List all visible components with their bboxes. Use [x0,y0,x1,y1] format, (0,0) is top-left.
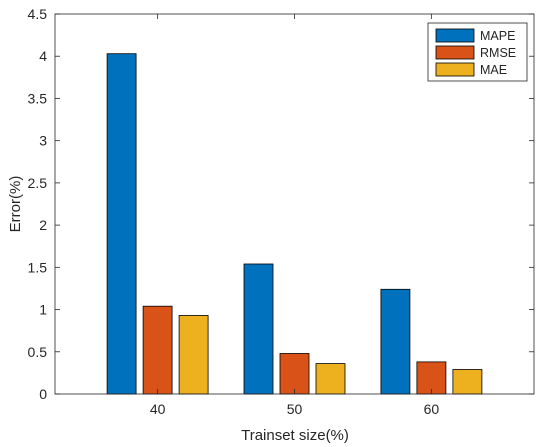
legend-swatch-rmse [435,45,475,60]
x-axis-ticks: 40 50 60 [150,14,440,417]
legend-swatch-mae [435,62,475,77]
x-axis-label: Trainset size(%) [241,427,349,444]
y-axis-label: Error(%) [7,176,24,233]
y-tick-label: 4 [39,48,47,64]
y-tick-label: 0 [39,386,47,402]
x-tick-label: 50 [287,401,303,417]
bar-rmse-50 [279,353,310,395]
bar-rmse-40 [142,305,173,395]
y-tick-label: 3.5 [28,90,48,106]
y-tick-label: 4.5 [28,6,48,22]
bar-mape-40 [106,53,137,395]
y-axis-ticks: 0 0.5 1 1.5 2 2.5 3 3.5 4 4.5 [28,6,534,402]
y-tick-label: 2.5 [28,175,48,191]
x-tick-label: 60 [424,401,440,417]
legend-label-mape: MAPE [480,29,515,43]
y-tick-label: 0.5 [28,344,48,360]
x-tick-label: 40 [150,401,166,417]
y-tick-label: 3 [39,133,47,149]
bar-mae-40 [178,315,209,395]
y-tick-label: 1 [39,302,47,318]
bar-mape-50 [243,263,274,395]
bar-mae-50 [315,363,346,395]
legend-label-mae: MAE [480,63,507,77]
y-tick-label: 2 [39,217,47,233]
y-tick-label: 1.5 [28,259,48,275]
bar-mae-60 [452,369,483,395]
legend: MAPE RMSE MAE [427,22,528,82]
bars-layer [106,53,483,395]
bar-mape-60 [380,288,411,395]
legend-label-rmse: RMSE [480,46,516,60]
legend-swatch-mape [435,28,475,43]
